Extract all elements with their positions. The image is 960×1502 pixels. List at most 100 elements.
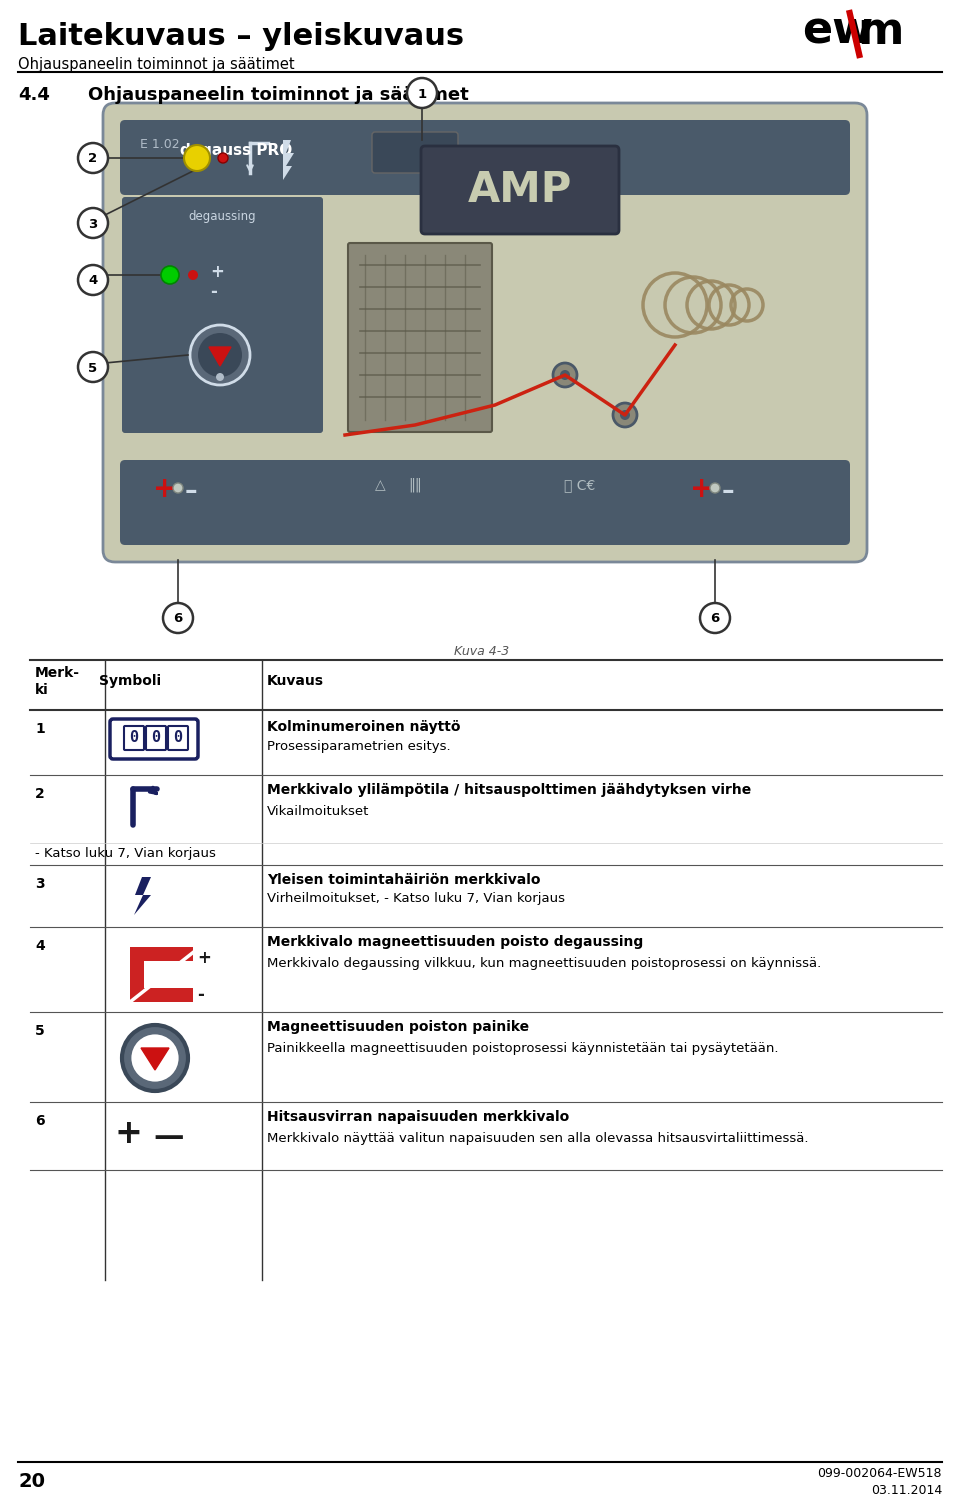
Bar xyxy=(144,961,193,988)
Text: –: – xyxy=(722,479,734,503)
Text: 2: 2 xyxy=(88,153,98,165)
Text: Painikkeella magneettisuuden poistoprosessi käynnistetään tai pysäytetään.: Painikkeella magneettisuuden poistoprose… xyxy=(267,1042,779,1054)
FancyBboxPatch shape xyxy=(120,460,850,545)
Text: m: m xyxy=(857,11,903,53)
Text: Merkkivalo ylilämpötila / hitsauspolttimen jäähdytyksen virhe: Merkkivalo ylilämpötila / hitsauspolttim… xyxy=(267,783,752,798)
Text: △: △ xyxy=(374,478,385,493)
Text: 5: 5 xyxy=(35,1024,45,1038)
Circle shape xyxy=(78,143,108,173)
Text: 5: 5 xyxy=(88,362,98,374)
Text: 0: 0 xyxy=(130,730,138,745)
Circle shape xyxy=(78,207,108,237)
Text: Ohjauspaneelin toiminnot ja säätimet: Ohjauspaneelin toiminnot ja säätimet xyxy=(88,86,468,104)
Text: Vikailmoitukset: Vikailmoitukset xyxy=(267,805,370,819)
Text: +: + xyxy=(115,1117,143,1151)
Text: Merk-
ki: Merk- ki xyxy=(35,665,80,697)
Text: Ⓢ C€: Ⓢ C€ xyxy=(564,478,595,493)
FancyBboxPatch shape xyxy=(348,243,492,433)
Text: 1: 1 xyxy=(418,87,426,101)
Text: +: + xyxy=(210,263,224,281)
Text: Merkkivalo degaussing vilkkuu, kun magneettisuuden poistoprosessi on käynnissä.: Merkkivalo degaussing vilkkuu, kun magne… xyxy=(267,957,821,970)
Text: Merkkivalo näyttää valitun napaisuuden sen alla olevassa hitsausvirtaliittimessä: Merkkivalo näyttää valitun napaisuuden s… xyxy=(267,1133,808,1145)
Text: -: - xyxy=(210,282,217,300)
Text: Kuva 4-3: Kuva 4-3 xyxy=(454,644,510,658)
Text: Hitsausvirran napaisuuden merkkivalo: Hitsausvirran napaisuuden merkkivalo xyxy=(267,1110,569,1123)
Text: ew: ew xyxy=(802,11,874,53)
Text: Laitekuvaus – yleiskuvaus: Laitekuvaus – yleiskuvaus xyxy=(18,23,464,51)
Text: 6: 6 xyxy=(35,1114,44,1128)
Text: Prosessiparametrien esitys.: Prosessiparametrien esitys. xyxy=(267,740,450,753)
Text: ‖‖: ‖‖ xyxy=(408,478,421,493)
Circle shape xyxy=(188,270,198,279)
Text: Magneettisuuden poiston painike: Magneettisuuden poiston painike xyxy=(267,1020,529,1033)
FancyBboxPatch shape xyxy=(372,132,458,173)
Polygon shape xyxy=(134,877,151,915)
Circle shape xyxy=(218,153,228,164)
FancyBboxPatch shape xyxy=(421,146,619,234)
Polygon shape xyxy=(141,1048,169,1069)
Circle shape xyxy=(553,363,577,388)
Text: +: + xyxy=(153,475,177,503)
Text: degaussing: degaussing xyxy=(188,210,255,222)
Text: 03.11.2014: 03.11.2014 xyxy=(871,1484,942,1497)
Polygon shape xyxy=(209,347,231,366)
Text: +: + xyxy=(197,949,211,967)
FancyBboxPatch shape xyxy=(124,725,144,749)
Text: 3: 3 xyxy=(35,877,44,891)
Circle shape xyxy=(173,484,183,493)
FancyBboxPatch shape xyxy=(168,725,188,749)
Text: Merkkivalo magneettisuuden poisto degaussing: Merkkivalo magneettisuuden poisto degaus… xyxy=(267,936,643,949)
Text: 3: 3 xyxy=(88,218,98,230)
Circle shape xyxy=(184,146,210,171)
Circle shape xyxy=(78,264,108,294)
Circle shape xyxy=(407,78,437,108)
Text: —: — xyxy=(153,1122,183,1151)
Circle shape xyxy=(122,1024,188,1090)
Bar xyxy=(130,946,144,1002)
Circle shape xyxy=(78,351,108,382)
Text: 6: 6 xyxy=(174,613,182,625)
Text: +: + xyxy=(690,475,713,503)
Text: Virheilmoitukset, - Katso luku 7, Vian korjaus: Virheilmoitukset, - Katso luku 7, Vian k… xyxy=(267,892,565,906)
Circle shape xyxy=(190,324,250,385)
Text: 099-002064-EW518: 099-002064-EW518 xyxy=(818,1467,942,1479)
FancyBboxPatch shape xyxy=(122,197,323,433)
Circle shape xyxy=(613,403,637,427)
Text: E 1.02: E 1.02 xyxy=(140,138,180,152)
Text: 4: 4 xyxy=(35,939,45,952)
FancyBboxPatch shape xyxy=(146,725,166,749)
Text: -: - xyxy=(197,985,204,1003)
Text: 20: 20 xyxy=(18,1472,45,1491)
Text: 0: 0 xyxy=(152,730,160,745)
Circle shape xyxy=(620,410,630,421)
Text: Symboli: Symboli xyxy=(99,674,161,688)
Circle shape xyxy=(560,369,570,380)
Text: Ohjauspaneelin toiminnot ja säätimet: Ohjauspaneelin toiminnot ja säätimet xyxy=(18,57,295,72)
Bar xyxy=(130,988,193,1002)
Text: 4.4: 4.4 xyxy=(18,86,50,104)
Text: 1: 1 xyxy=(35,722,45,736)
Text: –: – xyxy=(185,479,198,503)
Text: - Katso luku 7, Vian korjaus: - Katso luku 7, Vian korjaus xyxy=(35,847,216,861)
Circle shape xyxy=(216,372,224,382)
Text: Yleisen toimintahäiriön merkkivalo: Yleisen toimintahäiriön merkkivalo xyxy=(267,873,540,888)
Circle shape xyxy=(710,484,720,493)
Text: 2: 2 xyxy=(35,787,45,801)
Circle shape xyxy=(130,1033,180,1083)
Text: Kuvaus: Kuvaus xyxy=(267,674,324,688)
Circle shape xyxy=(161,266,179,284)
Circle shape xyxy=(700,602,730,632)
Text: Kolminumeroinen näyttö: Kolminumeroinen näyttö xyxy=(267,719,461,734)
Bar xyxy=(130,946,193,961)
FancyBboxPatch shape xyxy=(110,719,198,759)
Polygon shape xyxy=(283,140,294,180)
Text: 6: 6 xyxy=(710,613,720,625)
Circle shape xyxy=(135,1038,175,1078)
Text: 0: 0 xyxy=(174,730,182,745)
Text: 4: 4 xyxy=(88,275,98,287)
Circle shape xyxy=(163,602,193,632)
FancyBboxPatch shape xyxy=(103,104,867,562)
Text: degauss PRO: degauss PRO xyxy=(180,143,292,158)
Text: AMP: AMP xyxy=(468,170,572,210)
FancyBboxPatch shape xyxy=(120,120,850,195)
